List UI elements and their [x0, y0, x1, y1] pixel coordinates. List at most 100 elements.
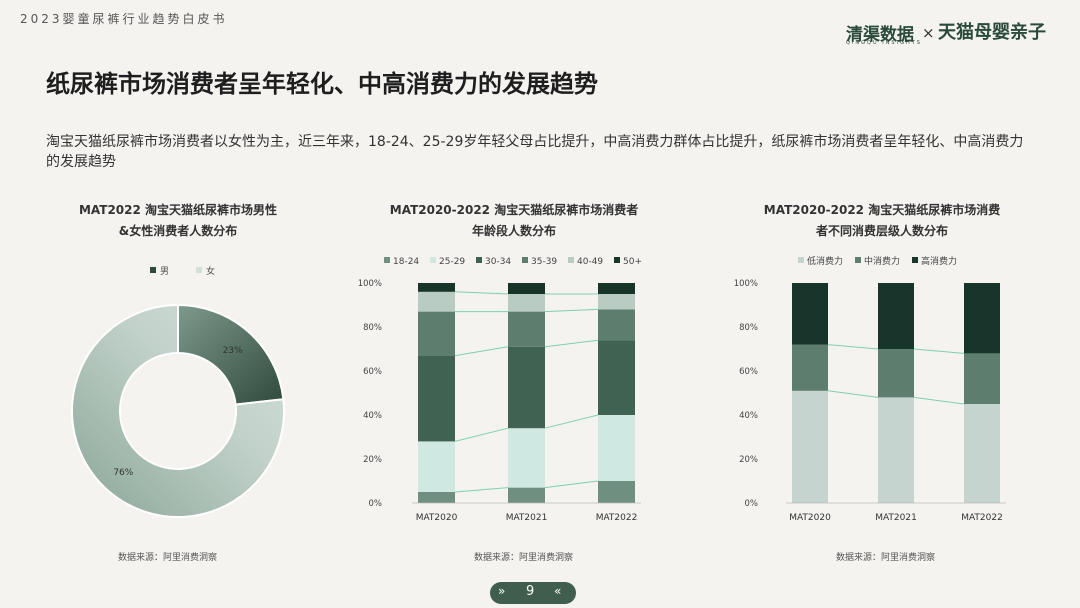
chart1-source: 数据来源：阿里消费洞察	[118, 551, 217, 563]
chart2-legend-label: 30-34	[485, 257, 511, 267]
chart3-connector-line	[827, 390, 879, 398]
page-indicator: » 9 «	[490, 582, 576, 604]
chart2-bar-segment	[508, 428, 545, 488]
chart3-title-line: MAT2020-2022 淘宝天猫纸尿裤市场消费	[764, 202, 1000, 217]
chart3-y-tick: 80%	[739, 323, 758, 333]
chart1-title-line: MAT2022 淘宝天猫纸尿裤市场男性	[79, 202, 277, 217]
chart3-y-tick: 20%	[739, 455, 758, 465]
chart2-connector-line	[544, 339, 599, 348]
chart3-legend-label: 低消费力	[807, 255, 843, 267]
chart3-y-tick: 0%	[745, 499, 759, 509]
chart2-title-line: MAT2020-2022 淘宝天猫纸尿裤市场消费者	[390, 202, 638, 217]
chart3-bar-segment	[878, 397, 914, 503]
chart2-legend-swatch	[476, 257, 482, 263]
chart3-legend-swatch	[912, 257, 918, 263]
chart3-legend-swatch	[855, 257, 861, 263]
chart3-y-tick: 100%	[734, 279, 758, 289]
chart2-bar-segment	[598, 294, 635, 310]
chart3-bar-segment	[792, 283, 828, 345]
chart3-bar-segment	[964, 404, 1000, 503]
chart2-bar-segment	[418, 441, 455, 492]
chart2-legend-swatch	[614, 257, 620, 263]
chart2-connector-line	[544, 414, 599, 429]
chart3-connector-line	[913, 348, 965, 354]
chart2-legend-swatch	[522, 257, 528, 263]
chart3-bar-segment	[878, 283, 914, 349]
chart3-y-tick: 60%	[739, 367, 758, 377]
chart2-bar-segment	[418, 283, 455, 292]
chart2-bar-segment	[418, 291, 455, 312]
chart1-data-label: 76%	[113, 468, 133, 478]
chart2-bar-segment	[508, 311, 545, 347]
chart2-bar-segment	[508, 283, 545, 294]
chart1-slice-male	[177, 303, 285, 406]
logo-qingqu-sub: QINGQU INSIGHTS	[846, 40, 922, 46]
chart3-bar-segment	[792, 390, 828, 503]
chart2-legend-swatch	[430, 257, 436, 263]
chart2-connector-line	[544, 480, 599, 489]
chart2-legend-label: 35-39	[531, 257, 557, 267]
chart2-x-tick: MAT2022	[596, 513, 638, 523]
chart2-connector-line	[544, 308, 599, 313]
chart3-connector-line	[913, 396, 965, 405]
chart2-connector-line	[454, 346, 509, 357]
chart2-connector-line	[454, 291, 509, 295]
chart3-legend-label: 中消费力	[864, 255, 900, 267]
chart3-connector-line	[827, 344, 879, 350]
chart3-y-tick: 40%	[739, 411, 758, 421]
chart2-y-tick: 80%	[363, 323, 382, 333]
chart2-bar-segment	[598, 283, 635, 294]
chart3-legend-swatch	[798, 257, 804, 263]
chart3-x-tick: MAT2020	[789, 513, 831, 523]
chart2-y-tick: 60%	[363, 367, 382, 377]
chart2-source: 数据来源：阿里消费洞察	[474, 551, 573, 563]
chart2-legend-label: 25-29	[439, 257, 465, 267]
chart2-title-line: 年龄段人数分布	[472, 223, 556, 238]
chart2-bar-segment	[598, 415, 635, 481]
chart3-x-tick: MAT2021	[875, 513, 917, 523]
chart2-y-tick: 100%	[358, 279, 382, 289]
chart2-bar-segment	[418, 492, 455, 503]
chart2-bar-segment	[598, 340, 635, 415]
chart2-legend-label: 40-49	[577, 257, 603, 267]
logo-qingqu: 清渠数据	[846, 25, 914, 45]
chart2-y-tick: 0%	[369, 499, 383, 509]
next-page-icon[interactable]: «	[554, 584, 562, 598]
chart2-bar-segment	[598, 309, 635, 341]
logo-tmall: 天猫母婴亲子	[938, 22, 1046, 43]
chart2-bar-segment	[508, 294, 545, 312]
page-number: 9	[526, 584, 535, 599]
chart2-connector-line	[454, 487, 509, 493]
chart2-legend-swatch	[384, 257, 390, 263]
chart3-bar-segment	[792, 344, 828, 391]
chart2-bar-segment	[598, 481, 635, 503]
chart3-legend-label: 高消费力	[921, 255, 957, 267]
chart1-legend-label: 男	[160, 266, 169, 277]
chart2-connector-line	[454, 427, 509, 442]
chart2-legend-swatch	[568, 257, 574, 263]
chart2-bar-segment	[418, 355, 455, 442]
prev-page-icon[interactable]: »	[498, 584, 506, 598]
chart3-title-line: 者不同消费层级人数分布	[815, 223, 948, 238]
chart1-legend-swatch	[196, 267, 202, 273]
chart2-y-tick: 20%	[363, 455, 382, 465]
logo-separator: ×	[922, 24, 935, 42]
chart1-slice-female	[71, 303, 285, 518]
chart1-title-line: &女性消费者人数分布	[119, 223, 237, 238]
chart2-y-tick: 40%	[363, 411, 382, 421]
chart3-bar-segment	[964, 353, 1000, 404]
chart2-legend-label: 50+	[623, 257, 642, 267]
chart2-bar-segment	[508, 346, 545, 429]
chart2-x-tick: MAT2020	[416, 513, 458, 523]
chart3-bar-segment	[964, 283, 1000, 354]
chart1-data-label: 23%	[223, 346, 243, 356]
chart1-legend-swatch	[150, 267, 156, 273]
slide-title: 纸尿裤市场消费者呈年轻化、中高消费力的发展趋势	[46, 70, 598, 98]
chart2-bar-segment	[418, 311, 455, 356]
chart3-bar-segment	[878, 349, 914, 398]
chart1-legend-label: 女	[206, 265, 215, 277]
chart2-x-tick: MAT2021	[506, 513, 548, 523]
chart3-source: 数据来源：阿里消费洞察	[836, 551, 935, 563]
slide-description: 淘宝天猫纸尿裤市场消费者以女性为主，近三年来，18-24、25-29岁年轻父母占…	[46, 134, 1024, 170]
